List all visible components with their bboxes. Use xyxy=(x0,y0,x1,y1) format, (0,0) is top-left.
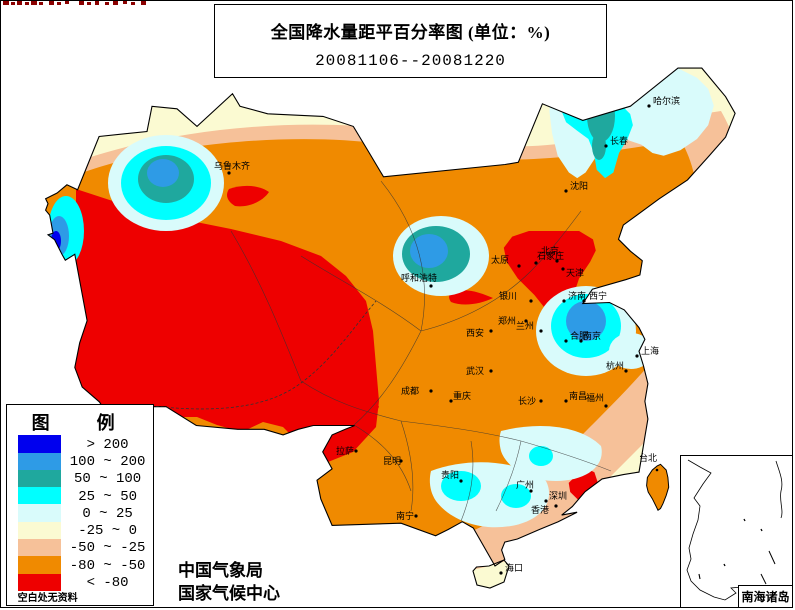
svg-text:郑州: 郑州 xyxy=(498,315,516,326)
svg-text:石家庄: 石家庄 xyxy=(537,250,564,261)
svg-text:乌鲁木齐: 乌鲁木齐 xyxy=(214,160,250,171)
svg-text:沈阳: 沈阳 xyxy=(570,180,588,191)
svg-text:南宁: 南宁 xyxy=(396,510,414,521)
svg-text:重庆: 重庆 xyxy=(453,390,471,401)
svg-text:上海: 上海 xyxy=(641,345,659,356)
svg-text:西宁: 西宁 xyxy=(589,290,607,301)
svg-text:拉萨: 拉萨 xyxy=(336,445,354,456)
svg-text:海口: 海口 xyxy=(505,562,523,573)
svg-text:长沙: 长沙 xyxy=(518,395,536,406)
svg-text:呼和浩特: 呼和浩特 xyxy=(401,272,437,283)
svg-text:杭州: 杭州 xyxy=(606,360,624,371)
svg-text:福州: 福州 xyxy=(586,392,604,403)
svg-text:济南: 济南 xyxy=(568,290,586,301)
svg-text:广州: 广州 xyxy=(516,479,534,490)
svg-text:深圳: 深圳 xyxy=(549,491,567,501)
svg-text:太原: 太原 xyxy=(491,254,509,265)
svg-text:昆明: 昆明 xyxy=(383,456,401,466)
svg-text:西安: 西安 xyxy=(466,327,484,338)
svg-text:贵阳: 贵阳 xyxy=(441,469,459,480)
svg-text:南京: 南京 xyxy=(583,330,601,341)
svg-text:银川: 银川 xyxy=(499,290,517,301)
svg-text:南昌: 南昌 xyxy=(569,390,587,401)
svg-text:台北: 台北 xyxy=(639,452,657,463)
svg-text:哈尔滨: 哈尔滨 xyxy=(653,95,680,106)
svg-text:成都: 成都 xyxy=(401,385,419,396)
svg-text:天津: 天津 xyxy=(566,268,584,278)
svg-text:长春: 长春 xyxy=(610,135,628,146)
svg-text:香港: 香港 xyxy=(531,504,549,515)
svg-text:武汉: 武汉 xyxy=(466,365,484,376)
